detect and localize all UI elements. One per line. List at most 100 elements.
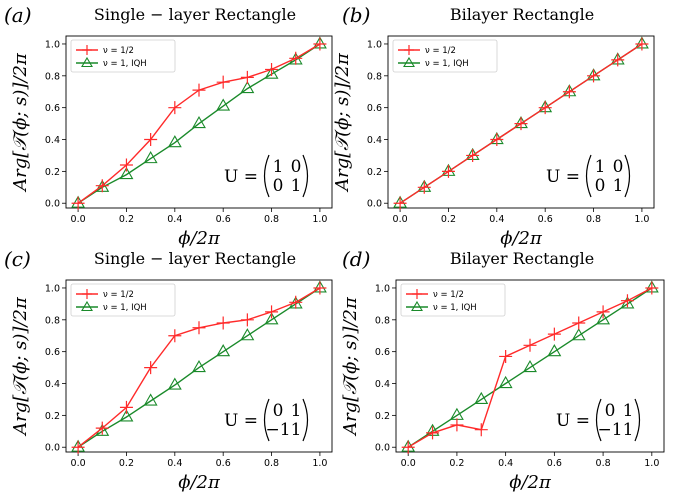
data-point-nu-half — [596, 305, 610, 319]
x-tick-label: 0.8 — [596, 458, 611, 469]
panel-tag: (d) — [342, 247, 370, 271]
data-point-iqh — [264, 66, 279, 79]
data-point-nu-half — [289, 295, 303, 309]
y-tick-label: 0.0 — [367, 199, 382, 210]
data-point-nu-half — [393, 196, 407, 210]
data-point-nu-half — [265, 305, 279, 319]
plot-frame — [387, 35, 655, 209]
legend-marker-plus — [82, 289, 92, 299]
y-axis-label: Arg[𝒯(ϕ; s)]/2π — [10, 52, 31, 193]
data-point-nu-half — [71, 440, 85, 454]
data-point-nu-half — [499, 349, 513, 363]
matrix-cell: 1 — [291, 420, 302, 440]
matrix-cell: 0 — [291, 157, 302, 177]
data-point-nu-half — [490, 133, 504, 147]
data-point-iqh — [216, 98, 231, 111]
data-point-nu-half — [144, 361, 158, 375]
matrix-cell: 1 — [623, 401, 634, 421]
matrix-lhs: U = — [546, 167, 580, 187]
y-tick-label: 0.0 — [375, 443, 390, 454]
data-point-nu-half — [192, 83, 206, 97]
x-tick-label: 0.8 — [264, 214, 279, 225]
matrix-cell: 0 — [273, 401, 284, 421]
x-tick-label: 0.8 — [264, 458, 279, 469]
matrix-cell: 1 — [595, 157, 606, 177]
legend-marker-triangle — [81, 300, 93, 312]
data-point-nu-half — [216, 75, 230, 89]
x-tick-label: 1.0 — [644, 458, 659, 469]
legend-label: ν = 1/2 — [433, 290, 464, 300]
data-point-iqh — [167, 135, 182, 148]
data-point-nu-half — [192, 321, 206, 335]
data-point-nu-half — [168, 329, 182, 343]
legend-label: ν = 1/2 — [103, 290, 134, 300]
y-tick-label: 0.0 — [45, 443, 60, 454]
matrix-cell: 1 — [291, 176, 302, 196]
y-axis-label: Arg[𝒯(ϕ; s)]/2π — [340, 296, 361, 437]
matrix-cell: 0 — [605, 401, 616, 421]
panel-tag: (b) — [342, 3, 370, 27]
data-point-nu-half — [547, 327, 561, 341]
data-point-nu-half — [313, 37, 327, 51]
matrix-cell: 1 — [291, 401, 302, 421]
x-tick-label: 0.6 — [216, 458, 231, 469]
x-axis-label: ϕ/2π — [500, 228, 543, 249]
legend-marker-plus — [404, 45, 414, 55]
y-axis-label: Arg[𝒯(ϕ; s)]/2π — [332, 52, 353, 193]
data-point-nu-half — [538, 101, 552, 115]
x-tick-label: 0.2 — [441, 214, 456, 225]
matrix-left-paren — [263, 398, 270, 442]
y-tick-label: 0.4 — [375, 379, 390, 390]
legend-box — [70, 283, 176, 317]
legend-marker-plus — [412, 289, 422, 299]
series-line-iqh — [77, 43, 321, 204]
y-tick-label: 0.2 — [45, 411, 60, 422]
legend-label: ν = 1, IQH — [433, 303, 477, 313]
data-point-nu-half — [144, 133, 158, 147]
x-tick-label: 0.2 — [119, 214, 134, 225]
x-tick-label: 0.0 — [71, 458, 86, 469]
legend-marker-triangle — [411, 300, 423, 312]
data-point-iqh — [571, 328, 586, 341]
y-tick-label: 0.4 — [45, 135, 60, 146]
y-tick-label: 0.8 — [375, 315, 390, 326]
data-point-iqh — [498, 375, 513, 389]
data-point-iqh — [143, 393, 158, 406]
panel-d: (d) Bilayer Rectangle 0.0 0.2 0.4 0.6 0.8 1.0 0.… — [340, 247, 665, 493]
y-tick-label: 0.8 — [45, 71, 60, 82]
y-tick-label: 1.0 — [375, 283, 390, 294]
x-tick-label: 0.4 — [167, 214, 182, 225]
matrix-lhs: U = — [224, 167, 258, 187]
matrix-left-paren — [585, 154, 592, 198]
y-tick-label: 1.0 — [45, 283, 60, 294]
data-point-nu-half — [71, 196, 85, 210]
y-tick-label: 0.6 — [45, 103, 60, 114]
matrix-left-paren — [263, 154, 270, 198]
panel-b: (b) Bilayer Rectangle 0.0 0.2 0.4 0.6 0.8 1.0 0.… — [332, 3, 655, 249]
data-point-nu-half — [95, 421, 109, 435]
panel-title: Single − layer Rectangle — [94, 249, 296, 268]
matrix-right-paren — [302, 398, 309, 442]
y-tick-label: 0.2 — [375, 411, 390, 422]
matrix-right-paren — [624, 154, 631, 198]
matrix-right-paren — [302, 154, 309, 198]
data-point-iqh — [240, 80, 255, 94]
x-tick-label: 0.0 — [71, 214, 86, 225]
data-point-nu-half — [611, 53, 625, 67]
x-tick-label: 1.0 — [312, 214, 327, 225]
data-point-nu-half — [265, 62, 279, 76]
legend-label: ν = 1, IQH — [425, 59, 469, 69]
data-point-iqh — [596, 312, 611, 325]
matrix-cell: 0 — [613, 157, 624, 177]
legend-marker-triangle — [403, 56, 415, 68]
data-point-iqh — [119, 166, 134, 180]
data-point-iqh — [119, 409, 134, 422]
legend-label: ν = 1/2 — [103, 46, 134, 56]
y-tick-label: 0.6 — [375, 347, 390, 358]
x-tick-label: 0.6 — [547, 458, 562, 469]
x-tick-label: 1.0 — [634, 214, 649, 225]
data-point-nu-half — [645, 281, 659, 295]
data-point-nu-half — [240, 70, 254, 84]
data-point-nu-half — [620, 294, 634, 308]
